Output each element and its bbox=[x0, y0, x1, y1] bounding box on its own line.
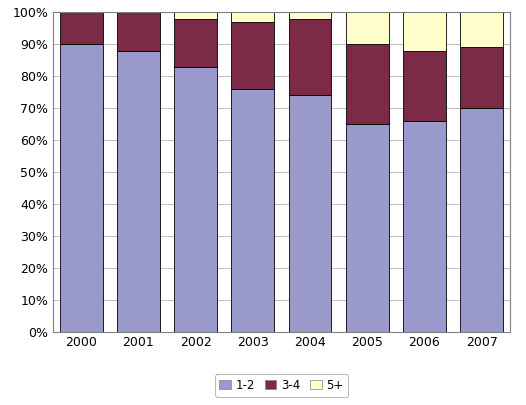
Bar bbox=[346, 12, 389, 44]
Bar bbox=[60, 12, 103, 44]
Bar bbox=[231, 89, 274, 332]
Bar bbox=[174, 12, 217, 19]
Bar bbox=[460, 12, 503, 47]
Legend: 1-2, 3-4, 5+: 1-2, 3-4, 5+ bbox=[215, 374, 348, 396]
Bar bbox=[174, 66, 217, 332]
Bar bbox=[231, 12, 274, 22]
Bar bbox=[403, 121, 446, 332]
Bar bbox=[460, 108, 503, 332]
Bar bbox=[117, 12, 160, 51]
Bar bbox=[460, 47, 503, 108]
Bar bbox=[346, 124, 389, 332]
Bar bbox=[289, 19, 331, 95]
Bar bbox=[231, 22, 274, 89]
Bar bbox=[403, 51, 446, 121]
Bar bbox=[403, 12, 446, 51]
Bar bbox=[174, 19, 217, 66]
Bar bbox=[346, 44, 389, 124]
Bar bbox=[60, 44, 103, 332]
Bar bbox=[289, 12, 331, 19]
Bar bbox=[289, 95, 331, 332]
Bar bbox=[117, 51, 160, 332]
